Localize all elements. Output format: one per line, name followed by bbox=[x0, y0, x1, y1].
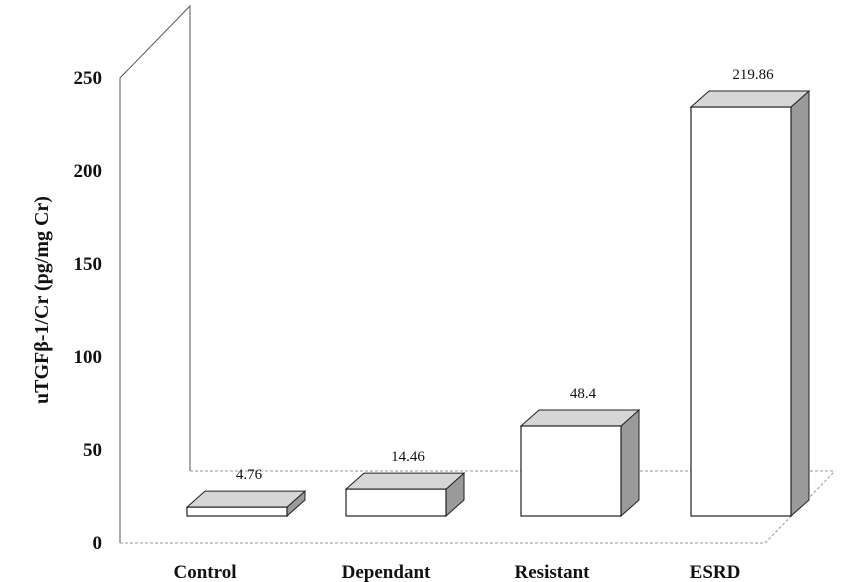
bar-face bbox=[345, 488, 447, 517]
y-tick-label: 200 bbox=[74, 161, 103, 182]
bar-face bbox=[520, 425, 622, 517]
y-tick-label: 100 bbox=[74, 347, 103, 368]
floor-front-edge bbox=[120, 470, 836, 544]
x-tick-label: Control bbox=[174, 562, 237, 582]
bar-control: 4.76 bbox=[185, 467, 307, 518]
bars: 4.76 14.46 48.4 219.86 bbox=[185, 67, 811, 518]
y-tick-label: 150 bbox=[74, 254, 103, 275]
data-label: 48.4 bbox=[570, 386, 597, 402]
x-tick-label: Dependant bbox=[342, 562, 431, 582]
x-tick-label: Resistant bbox=[515, 562, 591, 582]
bar-dependant: 14.46 bbox=[344, 449, 466, 518]
bar-esrd: 219.86 bbox=[689, 67, 811, 518]
x-axis-ticks: Control Dependant Resistant ESRD bbox=[174, 562, 741, 582]
bar-resistant: 48.4 bbox=[519, 386, 641, 518]
back-wall bbox=[119, 4, 191, 543]
y-axis-ticks: 0 50 100 150 200 250 bbox=[74, 68, 103, 554]
data-label: 219.86 bbox=[732, 67, 774, 83]
bar-top bbox=[185, 490, 307, 508]
x-tick-label: ESRD bbox=[690, 562, 741, 582]
bar-face bbox=[690, 106, 792, 517]
data-label: 4.76 bbox=[236, 467, 263, 483]
bar-top bbox=[519, 409, 641, 427]
bar-top bbox=[344, 472, 466, 490]
y-tick-label: 0 bbox=[93, 533, 103, 554]
y-tick-label: 50 bbox=[83, 440, 102, 461]
bar-side bbox=[620, 408, 640, 518]
data-label: 14.46 bbox=[391, 449, 425, 465]
bar-face bbox=[186, 506, 288, 517]
bar-top bbox=[689, 90, 811, 108]
y-tick-label: 250 bbox=[74, 68, 103, 89]
y-axis-title: uTGFβ-1/Cr (pg/mg Cr) bbox=[31, 196, 53, 404]
bar-side bbox=[790, 89, 810, 518]
